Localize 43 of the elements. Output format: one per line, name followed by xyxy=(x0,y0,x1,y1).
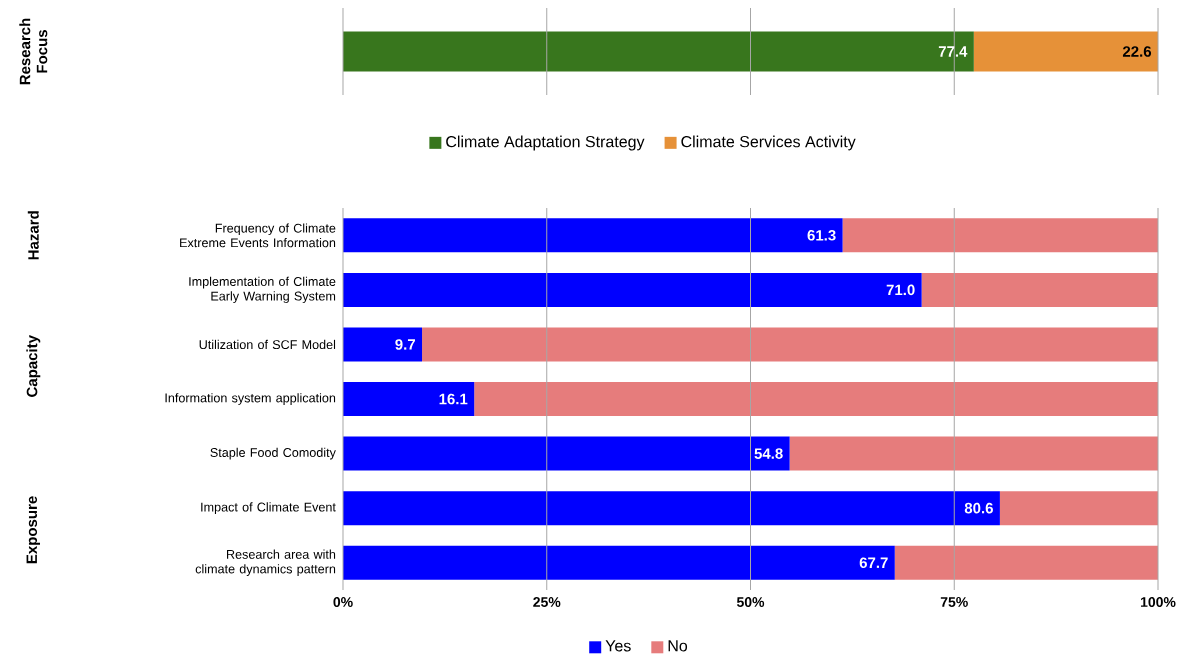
text: Exposure xyxy=(26,496,41,564)
data-label: 54.8 xyxy=(754,448,783,459)
y-tick-label: Utilization of SCF Model xyxy=(199,339,336,350)
bar xyxy=(789,436,1158,471)
legend-label: No xyxy=(668,640,688,652)
legend-label: Climate Services Activity xyxy=(681,135,856,151)
x-tick-label: 75% xyxy=(940,597,968,607)
bar xyxy=(343,545,895,580)
y-tick-label: Impact of Climate Event xyxy=(201,502,336,515)
data-label: 77.4 xyxy=(938,46,968,57)
bar xyxy=(343,327,423,362)
bar xyxy=(474,382,1158,417)
x-tick-label: 0% xyxy=(333,597,353,607)
legend-label: Yes xyxy=(605,640,631,652)
bar xyxy=(343,272,922,307)
y-tick-label: Research area with climate dynamics pattern xyxy=(195,549,336,576)
bar xyxy=(343,382,475,417)
y-tick-label: Frequency of Climate Extreme Events Information xyxy=(180,223,336,248)
data-label: 67.7 xyxy=(859,557,888,569)
bar xyxy=(343,218,843,253)
y-tick-label: Implementation of Climate Early Warning System xyxy=(189,276,336,304)
data-label: 22.6 xyxy=(1122,46,1152,57)
x-tick-label: 50% xyxy=(736,597,765,607)
text: Hazard xyxy=(27,211,39,260)
bar xyxy=(842,218,1158,253)
y-tick-label: Information system application xyxy=(165,393,336,405)
bar xyxy=(422,327,1158,362)
data-label: 9.7 xyxy=(395,339,415,350)
x-tick-label: 25% xyxy=(533,597,561,607)
text: Capacity xyxy=(26,335,41,397)
data-label: 16.1 xyxy=(439,393,468,405)
data-label: 71.0 xyxy=(886,284,915,296)
y-tick-label: Staple Food Comodity xyxy=(210,447,336,460)
data-label: 80.6 xyxy=(964,502,993,514)
bar xyxy=(343,491,1000,526)
x-tick-label: 100% xyxy=(1140,597,1176,607)
bar xyxy=(343,436,790,471)
y-axis-title: Research Focus xyxy=(19,18,48,85)
bar xyxy=(999,491,1158,526)
bar xyxy=(921,272,1158,307)
data-label: 61.3 xyxy=(807,229,836,241)
legend-label: Climate Adaptation Strategy xyxy=(446,135,645,151)
bar xyxy=(894,545,1158,580)
